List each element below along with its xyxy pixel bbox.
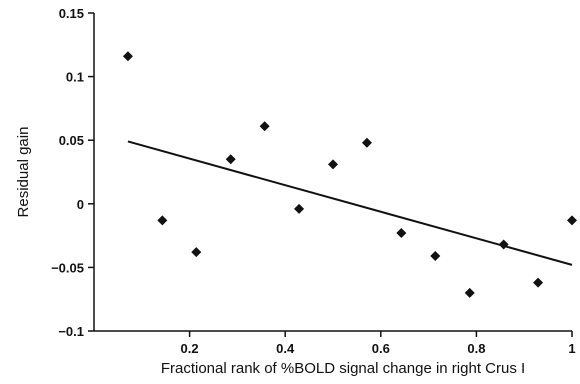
x-tick-label: 1 [568, 341, 575, 356]
y-ticks: −0.1 −0.05 0 0.05 0.1 0.15 [51, 6, 94, 339]
x-tick-label: 0.2 [181, 341, 199, 356]
x-ticks: 0.2 0.4 0.6 0.8 1 [181, 331, 576, 356]
data-point [259, 121, 270, 132]
data-point [191, 247, 202, 258]
x-axis-label: Fractional rank of %BOLD signal change i… [161, 360, 525, 377]
data-point [122, 51, 133, 62]
y-tick-label: 0.1 [66, 70, 84, 85]
data-point [430, 250, 441, 261]
data-points [122, 51, 577, 298]
data-point [294, 203, 305, 214]
y-axis-label: Residual gain [15, 127, 32, 218]
data-point [225, 154, 236, 165]
y-tick-label: 0.05 [59, 133, 84, 148]
data-point [464, 287, 475, 298]
y-tick-label: 0 [77, 197, 84, 212]
data-point [328, 159, 338, 170]
axes [93, 13, 572, 332]
y-tick-label: −0.1 [58, 324, 84, 339]
data-point [157, 215, 168, 226]
data-point [533, 277, 544, 288]
x-tick-label: 0.8 [467, 341, 485, 356]
data-point [361, 137, 372, 148]
y-tick-label: 0.15 [59, 6, 84, 21]
trend-line [127, 140, 573, 266]
x-tick-label: 0.4 [276, 341, 295, 356]
data-point [567, 215, 577, 226]
data-point [498, 239, 509, 250]
x-tick-label: 0.6 [372, 341, 390, 356]
data-point [396, 228, 407, 239]
y-tick-label: −0.05 [51, 260, 84, 275]
